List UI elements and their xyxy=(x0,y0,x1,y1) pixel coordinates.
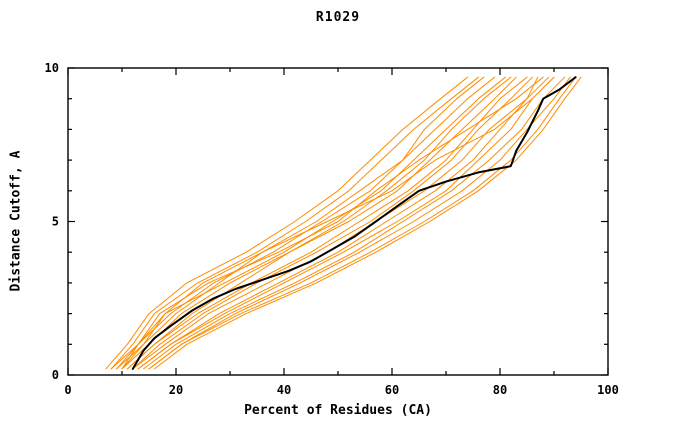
series-model-08 xyxy=(126,76,528,370)
x-tick-label: 40 xyxy=(277,383,291,397)
series-model-02 xyxy=(110,76,479,370)
series-model-18 xyxy=(121,76,544,370)
series-model-06 xyxy=(121,76,512,370)
x-tick-label: 80 xyxy=(493,383,507,397)
series-model-15 xyxy=(148,76,577,370)
series-model-05 xyxy=(121,76,506,370)
series-model-12 xyxy=(137,76,555,370)
x-tick-label: 0 xyxy=(64,383,71,397)
series-model-07 xyxy=(126,76,517,370)
y-tick-label: 5 xyxy=(52,215,59,229)
series-model-09 xyxy=(132,76,533,370)
series-model-04 xyxy=(116,76,496,370)
x-tick-label: 100 xyxy=(597,383,619,397)
chart-title: R1029 xyxy=(315,10,361,25)
series-model-13 xyxy=(143,76,566,370)
y-tick-label: 10 xyxy=(45,61,59,75)
series-model-17 xyxy=(116,76,555,370)
series-model-01 xyxy=(105,76,469,370)
series-reference xyxy=(131,76,577,370)
x-axis-label: Percent of Residues (CA) xyxy=(244,403,432,418)
x-tick-label: 20 xyxy=(169,383,183,397)
series-model-16 xyxy=(153,76,582,370)
series-model-14 xyxy=(148,76,571,370)
series-model-03 xyxy=(110,76,485,370)
series-model-11 xyxy=(137,76,550,370)
x-tick-label: 60 xyxy=(385,383,399,397)
y-tick-label: 0 xyxy=(52,368,59,382)
